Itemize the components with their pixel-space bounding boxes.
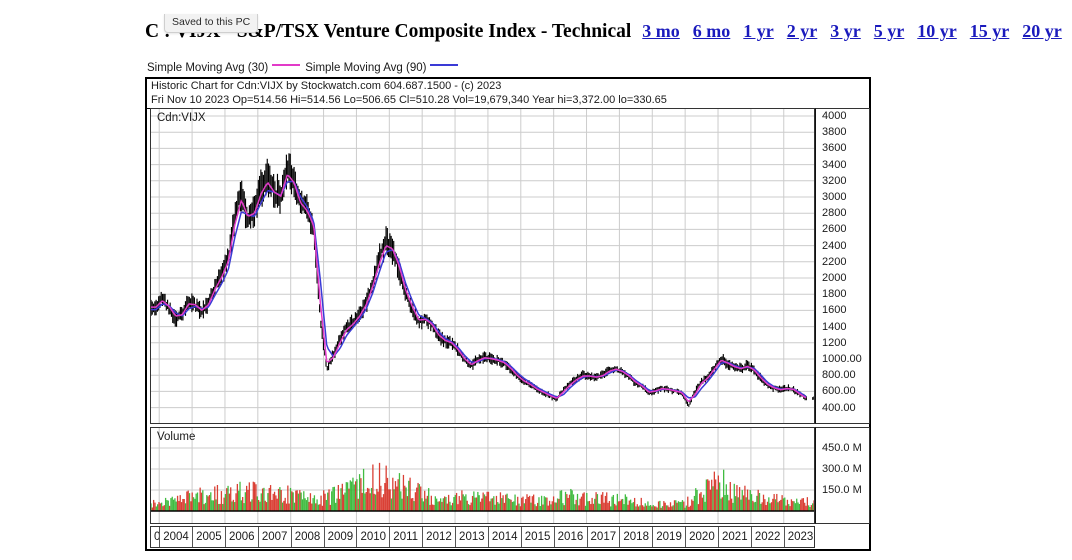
price-y-tick: 1000.00: [822, 353, 862, 365]
range-links: 3 mo 6 mo 1 yr 2 yr 3 yr 5 yr 10 yr 15 yr 20 yr: [642, 21, 1062, 42]
price-y-tick: 1800: [822, 288, 847, 301]
x-axis-year-label: 2018: [619, 527, 652, 547]
chart-frame: Historic Chart for Cdn:VIJX by Stockwatc…: [145, 77, 871, 551]
legend-label-0: Simple Moving Avg (30): [147, 62, 269, 74]
price-y-tick: 800.00: [822, 369, 856, 382]
x-axis-year-label: 2020: [685, 527, 718, 547]
range-link-6-mo[interactable]: 6 mo: [692, 21, 731, 41]
volume-panel-tag: Volume: [157, 431, 196, 443]
price-y-tick: 2000: [822, 272, 847, 284]
x-axis-year-label: 03: [151, 527, 159, 547]
x-axis-year-label: 2009: [323, 527, 357, 547]
page-title: C : VIJX - S&P/TSX Venture Composite Ind…: [145, 21, 632, 42]
x-axis-year-label: 2007: [257, 527, 291, 547]
price-panel-tag: Cdn:VIJX: [157, 112, 206, 124]
x-axis-years: 0320042005200620072008200920102011201220…: [150, 526, 815, 548]
price-chart-svg: [151, 109, 814, 423]
chart-header-info: Historic Chart for Cdn:VIJX by Stockwatc…: [147, 79, 869, 109]
legend-swatch-1: [430, 64, 459, 66]
x-axis-year-label: 2008: [290, 527, 324, 547]
price-y-tick: 400.00: [822, 401, 856, 414]
x-axis-year-label: 2019: [652, 527, 685, 547]
x-axis-year-label: 2004: [159, 527, 192, 547]
title-row: C : VIJX - S&P/TSX Venture Composite Ind…: [145, 21, 1062, 49]
x-axis-year-label: 2017: [586, 527, 620, 547]
price-y-tick: 1200: [822, 336, 847, 349]
volume-y-tick: 150.0 M: [822, 484, 862, 496]
range-link-5-yr[interactable]: 5 yr: [873, 21, 905, 41]
price-y-tick: 3800: [822, 126, 847, 139]
price-y-tick: 2400: [822, 239, 847, 252]
volume-y-tick: 300.0 M: [822, 463, 862, 475]
x-axis-year-label: 2015: [520, 527, 554, 547]
x-axis-year-label: 2014: [487, 527, 521, 547]
price-y-tick: 1400: [822, 320, 847, 333]
price-y-tick: 2600: [822, 223, 847, 236]
range-link-2-yr[interactable]: 2 yr: [786, 21, 818, 41]
chart-header-line2: Fri Nov 10 2023 Op=514.56 Hi=514.56 Lo=5…: [151, 93, 667, 106]
legend-swatch-0: [272, 64, 301, 66]
x-axis-year-label: 2010: [356, 527, 389, 547]
range-link-20-yr[interactable]: 20 yr: [1022, 21, 1062, 41]
price-y-tick: 600.00: [822, 385, 856, 398]
price-panel-plot: Cdn:VIJX: [150, 108, 815, 424]
price-y-tick: 2200: [822, 255, 847, 268]
x-axis-year-label: 2022: [750, 527, 784, 547]
volume-chart-svg: [151, 428, 814, 523]
price-y-tick: 3400: [822, 158, 847, 171]
price-y-tick: 4000: [822, 110, 847, 122]
range-link-3-mo[interactable]: 3 mo: [642, 21, 680, 41]
range-link-10-yr[interactable]: 10 yr: [917, 21, 957, 41]
price-y-tick: 1600: [822, 304, 847, 317]
price-y-tick: 3200: [822, 174, 847, 187]
x-axis-year-label: 2012: [422, 527, 455, 547]
x-axis-year-label: 2011: [389, 527, 422, 547]
volume-axis-labels: 450.0 M 300.0 M 150.0 M: [815, 427, 870, 524]
price-y-tick: 3000: [822, 191, 847, 203]
volume-y-tick: 450.0 M: [822, 442, 862, 454]
chart-legend: Simple Moving Avg (30) Simple Moving Avg …: [147, 62, 463, 74]
x-axis-year-label: 2023: [783, 527, 814, 547]
chart-header-line1: Historic Chart for Cdn:VIJX by Stockwatc…: [151, 80, 502, 92]
saved-to-pc-tooltip: Saved to this PC: [164, 14, 259, 33]
price-axis-labels: 4000 3800 3600 3400 3200 3000 2800 2600 2400 2200…: [815, 108, 870, 424]
x-axis-year-label: 2013: [455, 527, 488, 547]
range-link-3-yr[interactable]: 3 yr: [830, 21, 861, 41]
x-axis-year-label: 2021: [718, 527, 751, 547]
range-link-15-yr[interactable]: 15 yr: [969, 21, 1010, 41]
price-y-tick: 3600: [822, 142, 847, 155]
volume-panel-plot: Volume: [150, 427, 815, 524]
x-axis-year-label: 2005: [192, 527, 225, 547]
range-link-1-yr[interactable]: 1 yr: [743, 21, 774, 41]
x-axis-year-label: 2016: [553, 527, 587, 547]
legend-label-1: Simple Moving Avg (90): [305, 62, 427, 74]
price-y-tick: 2800: [822, 207, 847, 220]
x-axis-year-label: 2006: [224, 527, 258, 547]
